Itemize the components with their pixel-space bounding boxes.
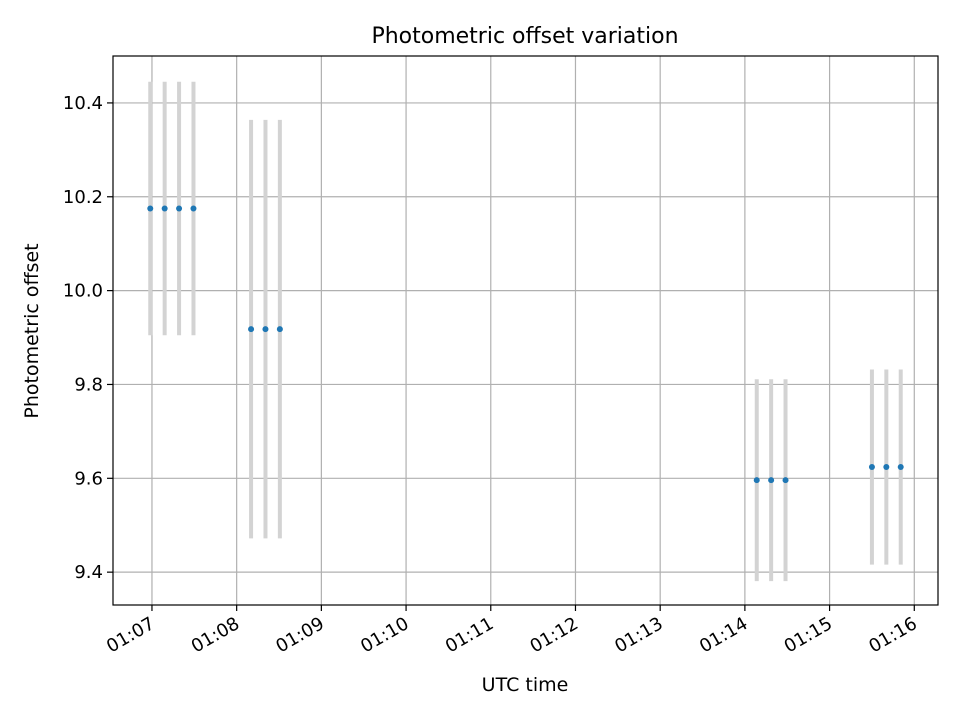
y-tick-label: 9.4 bbox=[74, 562, 103, 583]
chart-title: Photometric offset variation bbox=[371, 24, 678, 49]
y-tick-label: 9.8 bbox=[74, 374, 103, 395]
x-tick-label: 01:15 bbox=[781, 613, 836, 657]
data-point bbox=[190, 205, 197, 212]
data-point bbox=[176, 205, 183, 212]
y-tick-label: 10.4 bbox=[63, 93, 103, 114]
grid bbox=[113, 56, 938, 605]
x-tick-label: 01:09 bbox=[272, 613, 327, 657]
error-bars bbox=[148, 81, 903, 582]
x-tick-label: 01:08 bbox=[188, 613, 243, 657]
plot-frame bbox=[112, 55, 939, 606]
y-axis: 9.4 9.6 9.8 10.0 10.2 10.4 bbox=[63, 93, 113, 583]
x-tick-label: 01:12 bbox=[527, 613, 582, 657]
data-point bbox=[248, 326, 255, 333]
x-axis-label: UTC time bbox=[482, 674, 569, 696]
data-point bbox=[753, 477, 760, 484]
data-point bbox=[161, 205, 168, 212]
data-point bbox=[276, 326, 283, 333]
x-tick-label: 01:14 bbox=[696, 613, 751, 657]
data-point bbox=[897, 464, 904, 471]
data-point bbox=[782, 477, 789, 484]
data-point bbox=[768, 477, 775, 484]
data-point bbox=[147, 205, 154, 212]
data-point bbox=[868, 464, 875, 471]
y-axis-label: Photometric offset bbox=[21, 243, 43, 418]
x-axis: 01:07 01:08 01:09 01:10 01:11 01:12 01:13 01:14… bbox=[103, 605, 921, 657]
y-tick-label: 10.2 bbox=[63, 187, 103, 208]
data-points bbox=[147, 205, 904, 484]
data-point bbox=[262, 326, 269, 333]
x-tick-label: 01:13 bbox=[611, 613, 666, 657]
y-tick-label: 9.6 bbox=[74, 468, 103, 489]
x-tick-label: 01:10 bbox=[357, 613, 412, 657]
x-tick-label: 01:11 bbox=[442, 613, 497, 657]
x-tick-label: 01:07 bbox=[103, 613, 158, 657]
y-tick-label: 10.0 bbox=[63, 281, 103, 302]
data-point bbox=[883, 464, 890, 471]
x-tick-label: 01:16 bbox=[865, 613, 920, 657]
